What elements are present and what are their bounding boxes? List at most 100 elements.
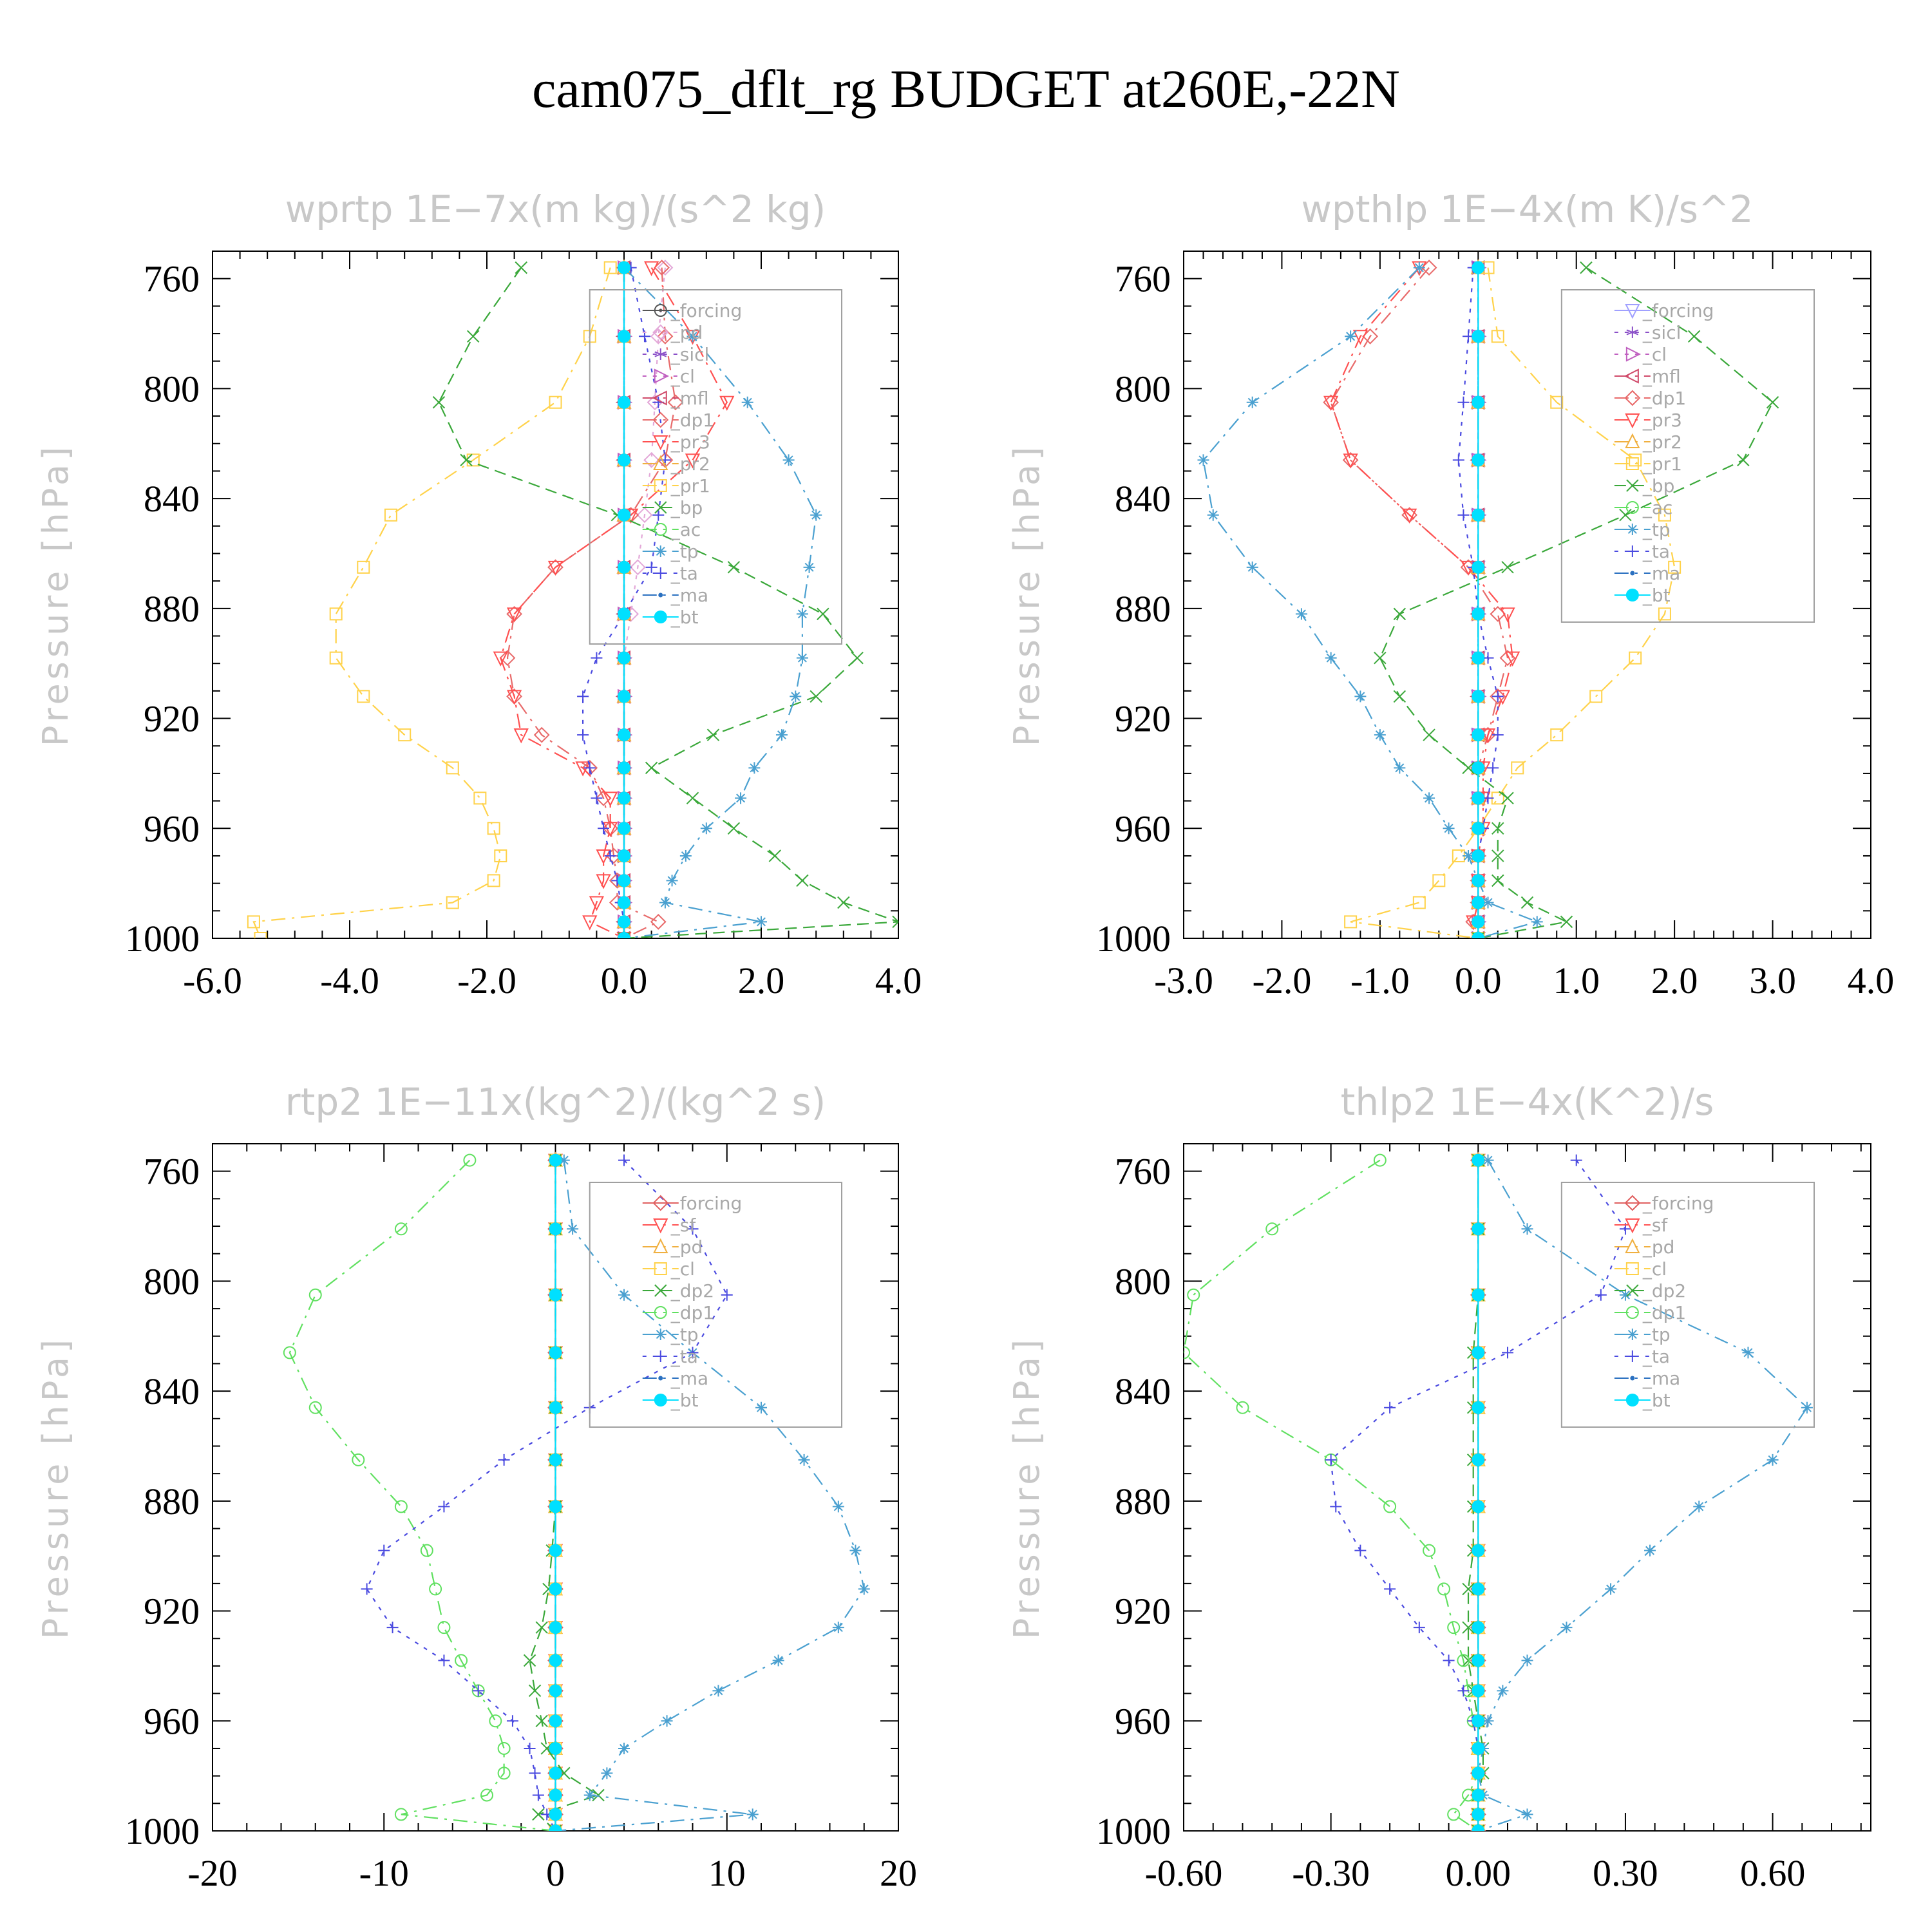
legend-entry: _forcing (642, 1193, 742, 1214)
legend-entry: _ma (642, 585, 708, 606)
legend-entry: _bt (1614, 1390, 1671, 1411)
series-line (438, 267, 898, 938)
data-point (1412, 896, 1426, 909)
legend-label: _mfl (670, 388, 709, 409)
data-point (601, 1767, 613, 1779)
data-point (499, 650, 516, 667)
data-point (549, 1621, 562, 1634)
data-point (549, 395, 562, 409)
y-axis-label: Pressure [hPa] (1007, 1336, 1047, 1639)
series-dp1 (283, 1153, 562, 1831)
data-point (798, 1454, 810, 1466)
legend-label: _ma (670, 1368, 708, 1389)
data-point (549, 1544, 562, 1557)
legend-entry: _dp1 (1614, 388, 1686, 409)
plot-frame (212, 251, 899, 939)
legend-entry: _sf (1614, 1215, 1668, 1236)
legend-marker (1626, 1329, 1638, 1340)
legend-marker (653, 435, 668, 451)
data-point (647, 394, 663, 411)
data-point (1457, 509, 1470, 521)
legend-marker (654, 1350, 667, 1362)
x-tick-label: -4.0 (320, 960, 379, 1001)
legend-entry: _ta (1614, 541, 1670, 562)
legend-entry: _dp2 (642, 1280, 714, 1302)
data-point (1207, 509, 1219, 521)
legend-marker (652, 390, 667, 406)
legend-label: _pr3 (670, 431, 710, 453)
data-point (247, 915, 260, 929)
legend-entry: _ta (1614, 1346, 1670, 1367)
data-point (1472, 1453, 1485, 1466)
data-point (1472, 560, 1485, 574)
data-point (1472, 1788, 1485, 1802)
data-point (746, 1808, 759, 1821)
data-point (1330, 1501, 1342, 1513)
data-point (1766, 396, 1779, 409)
y-tick-label: 960 (144, 1700, 200, 1742)
legend-entry: _pd (642, 322, 703, 343)
legend-marker (1625, 1394, 1639, 1406)
data-point (1480, 728, 1496, 744)
legend-marker (1624, 390, 1641, 406)
legend-label: _pr1 (670, 475, 710, 497)
legend-marker (658, 1376, 663, 1381)
data-point (1472, 761, 1485, 775)
data-point (1472, 1741, 1485, 1755)
legend-label: _sf (670, 1215, 697, 1236)
x-tick-label: 10 (708, 1852, 746, 1894)
data-point (1472, 1808, 1485, 1821)
data-point (618, 849, 630, 862)
data-point (463, 1153, 477, 1167)
legend-marker (1625, 457, 1639, 470)
legend-label: _cl (670, 1258, 695, 1280)
data-point (618, 1289, 630, 1301)
data-point (735, 792, 747, 804)
data-point (533, 726, 550, 743)
data-point (1491, 330, 1504, 343)
data-point (1401, 508, 1417, 524)
y-tick-label: 760 (144, 258, 200, 300)
series-line (1202, 267, 1540, 938)
data-point (858, 1583, 870, 1595)
legend-marker (654, 567, 667, 579)
data-point (1472, 728, 1485, 742)
data-point (487, 874, 500, 887)
legend-marker (1625, 589, 1639, 601)
data-point (1344, 915, 1358, 929)
data-point (357, 560, 370, 574)
x-tick-label: -2.0 (1253, 960, 1312, 1001)
data-point (666, 875, 678, 887)
data-point (497, 1741, 511, 1755)
legend-label: _tp (1642, 519, 1671, 540)
data-point (394, 1222, 408, 1236)
data-point (455, 1654, 468, 1667)
panel-title: rtp2 1E−11x(kg^2)/(kg^2 s) (285, 1080, 826, 1124)
data-point (535, 1621, 548, 1634)
panel-rtp2: rtp2 1E−11x(kg^2)/(kg^2 s) Pressure [hPa]… (35, 1080, 917, 1894)
data-point (438, 1654, 450, 1667)
data-point (1472, 822, 1485, 835)
legend-label: _pd (670, 322, 703, 343)
legend-entry: _cl (642, 366, 695, 387)
y-tick-label: 800 (144, 368, 200, 410)
legend-entry: _bp (642, 497, 703, 518)
data-point (497, 1766, 511, 1780)
legend-marker (654, 1329, 667, 1340)
legend-entry: _bp (1614, 475, 1674, 497)
series-line (1184, 1159, 1479, 1831)
series-line (1379, 267, 1774, 938)
data-point (432, 396, 446, 409)
legend-label: _pr1 (1642, 453, 1682, 475)
data-point (1502, 1347, 1514, 1359)
data-point (329, 651, 343, 665)
x-tick-label: -2.0 (457, 960, 516, 1001)
data-point (1246, 396, 1258, 408)
data-point (727, 561, 741, 574)
data-point (1668, 560, 1681, 574)
y-axis-label: Pressure [hPa] (1007, 443, 1047, 746)
legend: _forcing_sicl_cl_mfl_dp1_pr3_pr2_pr1_bp_… (1560, 289, 1815, 623)
data-point (1472, 896, 1485, 909)
data-point (1501, 561, 1514, 574)
data-point (549, 1824, 562, 1831)
